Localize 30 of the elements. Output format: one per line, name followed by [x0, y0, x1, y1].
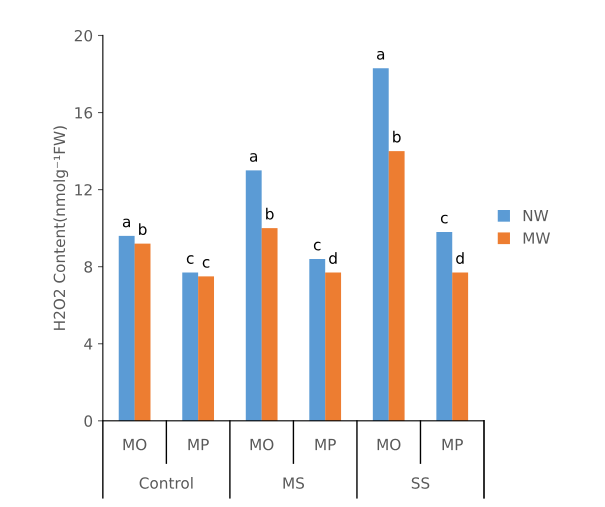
data-label: b [139, 223, 147, 236]
legend-label: NW [524, 210, 548, 222]
x-tick-label: MO [250, 438, 274, 450]
data-label: c [440, 214, 448, 224]
data-label: a [122, 218, 130, 228]
data-label: b [266, 208, 274, 220]
data-label: d [456, 252, 464, 264]
data-label: c [314, 242, 320, 250]
data-label: b [393, 130, 401, 143]
data-label: c [186, 255, 194, 264]
y-tick-label: 20 [74, 30, 92, 42]
y-tick-label: 0 [84, 415, 92, 427]
x-tick-label: MO [124, 438, 146, 450]
y-tick-label: 16 [75, 107, 92, 119]
x-tick-label: MP [188, 438, 209, 450]
y-tick-label: 4 [84, 338, 92, 350]
text: Control [140, 476, 193, 489]
data-label: c [202, 259, 210, 268]
y-axis-title: H2O2 Content(nmolg⁻¹FW) [53, 126, 68, 330]
x-tick-label: MP [442, 438, 463, 450]
text: MS [283, 477, 304, 489]
data-label: a [250, 153, 258, 162]
y-tick-label: 12 [75, 184, 92, 196]
y-tick-label: 8 [84, 261, 92, 273]
text: SS [412, 477, 430, 489]
data-label: d [329, 252, 337, 264]
data-label: a [377, 50, 384, 60]
legend-label: MW [524, 232, 550, 244]
x-tick-label: MO [378, 438, 400, 450]
x-tick-label: MP [315, 438, 336, 450]
